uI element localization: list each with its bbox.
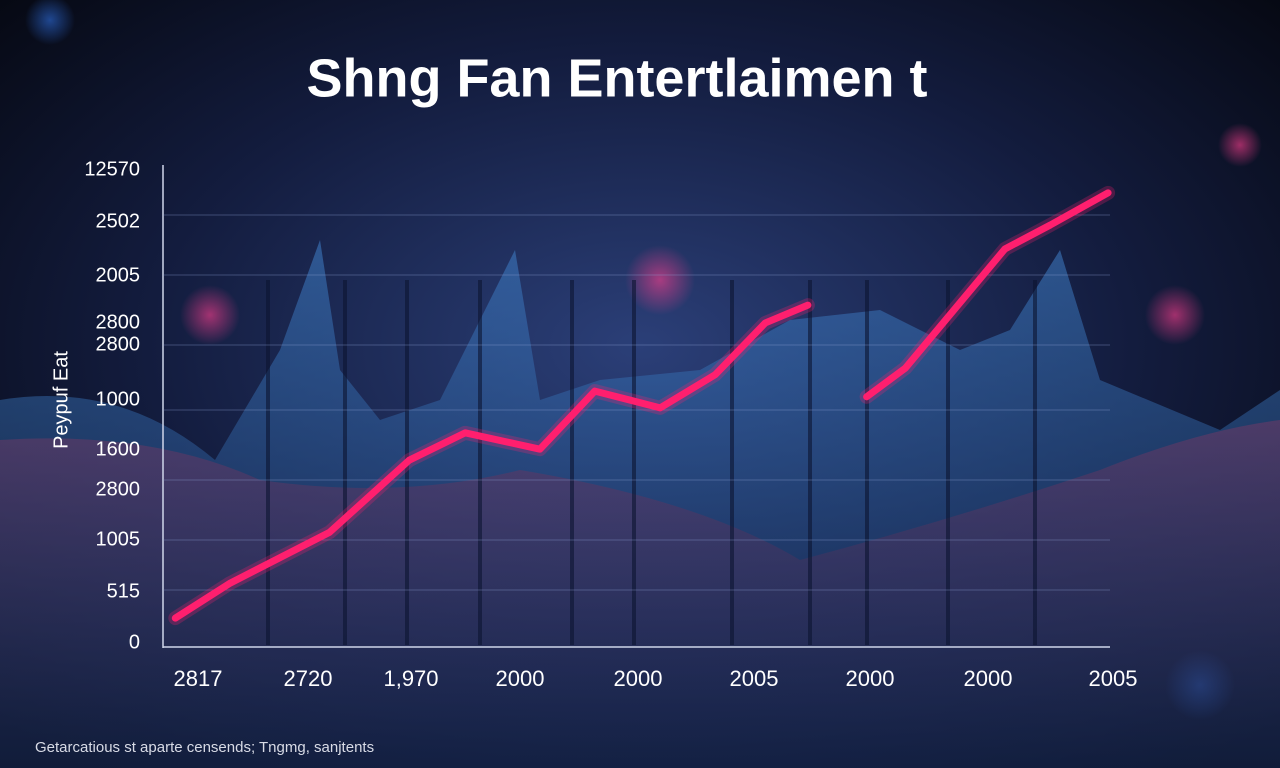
decoration-bar <box>1033 280 1037 645</box>
x-tick-label: 2000 <box>846 666 895 691</box>
y-tick-label: 2800 <box>96 333 141 355</box>
decoration-bar <box>478 280 482 645</box>
decoration-bar <box>632 280 636 645</box>
x-tick-label: 2000 <box>496 666 545 691</box>
chart-title: Shng Fan Entertlaimen t <box>306 48 927 108</box>
bokeh <box>180 285 240 345</box>
x-tick-label: 2000 <box>614 666 663 691</box>
y-tick-label: 2800 <box>96 478 141 500</box>
x-tick-label: 2817 <box>174 666 223 691</box>
y-tick-label: 1005 <box>96 528 141 550</box>
bokeh <box>625 245 695 315</box>
decoration-bar <box>808 280 812 645</box>
y-tick-label: 1600 <box>96 438 141 460</box>
y-tick-label: 2800 <box>96 311 141 333</box>
decoration-bar <box>343 280 347 645</box>
haze <box>0 420 1280 768</box>
x-tick-label: 2000 <box>964 666 1013 691</box>
data-line <box>171 189 1112 622</box>
y-tick-label: 0 <box>129 631 140 653</box>
x-tick-label: 2720 <box>284 666 333 691</box>
y-tick-label: 1000 <box>96 388 141 410</box>
x-tick-label: 2005 <box>730 666 779 691</box>
bokeh <box>25 0 75 45</box>
x-tick-label: 1,970 <box>383 666 438 691</box>
y-tick-label: 2005 <box>96 264 141 286</box>
decoration-bar <box>730 280 734 645</box>
bokeh <box>1218 123 1262 167</box>
y-tick-label: 12570 <box>84 158 140 180</box>
decoration-bar <box>865 280 869 645</box>
bokeh <box>1145 285 1205 345</box>
footnote: Getarcatious st aparte censends; Tngmg, … <box>35 739 374 756</box>
decoration-bar <box>266 280 270 645</box>
y-tick-label: 2502 <box>96 210 141 232</box>
x-tick-label: 2005 <box>1089 666 1138 691</box>
decoration-bar <box>946 280 950 645</box>
y-tick-label: 515 <box>107 580 140 602</box>
y-axis-label: Peypuf Eat <box>50 351 72 449</box>
decoration-bar <box>570 280 574 645</box>
